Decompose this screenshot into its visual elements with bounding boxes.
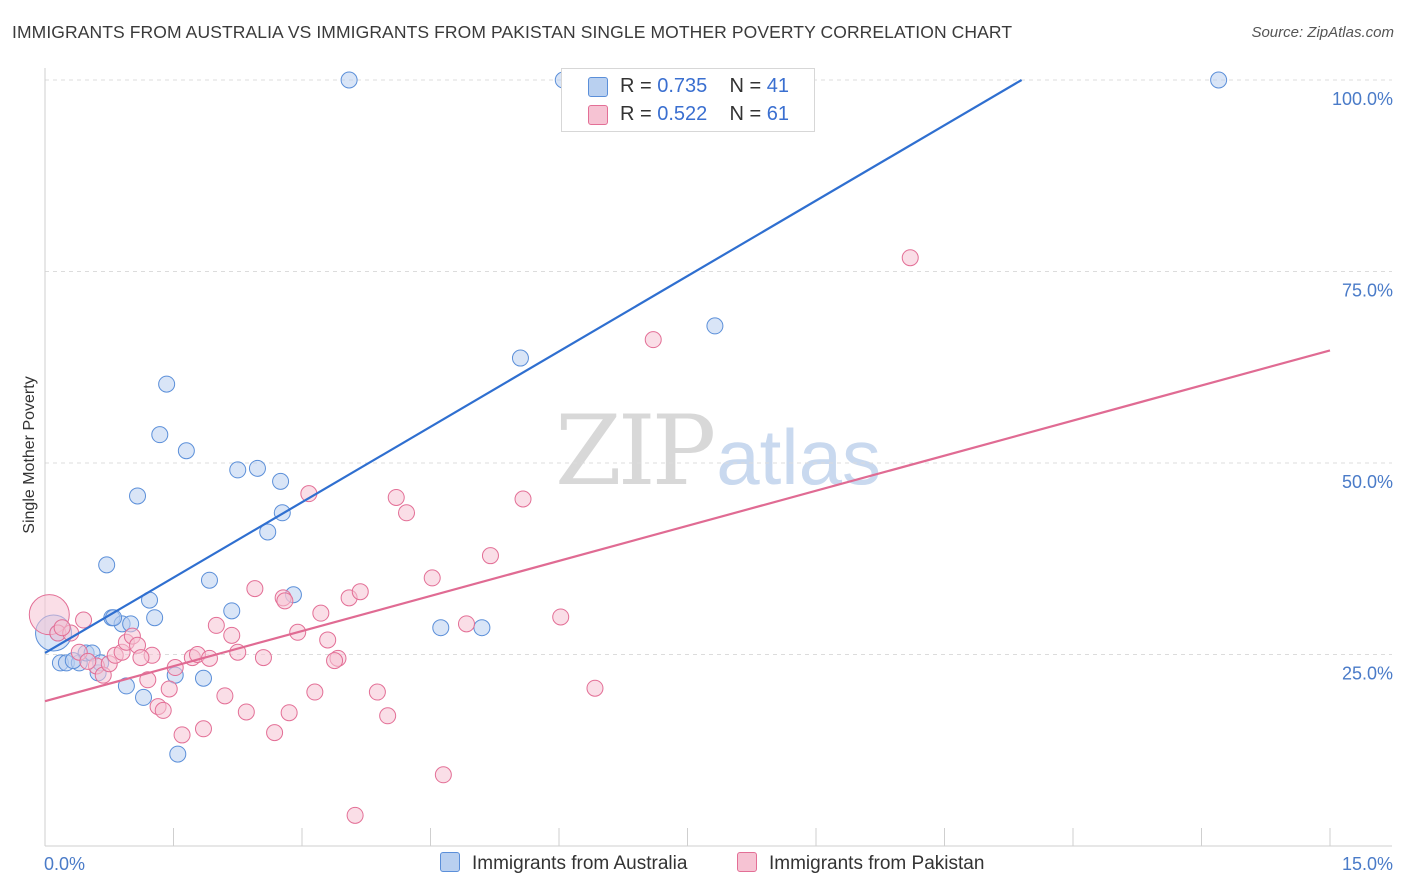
australia-point [98,556,116,574]
y-tick-label: 25.0% [1342,664,1393,684]
pakistan-point [266,724,284,742]
australia-point [169,745,187,763]
australia-point [272,472,290,490]
australia-n-value: 41 [766,75,790,97]
pakistan-point [194,720,212,738]
bottom-pakistan-swatch [737,852,757,872]
pakistan-point [139,671,157,689]
australia-point [259,523,277,541]
pakistan-point [586,679,604,697]
pakistan-point [280,704,298,722]
pakistan-point [901,249,919,267]
pakistan-point [326,652,344,670]
australia-point [432,619,450,637]
pakistan-n-value: 61 [766,103,790,125]
pakistan-point [306,683,324,701]
legend-pakistan-text: R = 0.522 N = 61 [620,103,789,126]
australia-point [1210,71,1228,89]
australia-point [129,487,147,505]
pakistan-point [237,703,255,721]
pakistan-point [346,806,364,824]
source-label: Source: ZipAtlas.com [1251,24,1394,41]
pakistan-point [423,569,441,587]
watermark-zip: ZIP [555,395,716,507]
chart-title: IMMIGRANTS FROM AUSTRALIA VS IMMIGRANTS … [12,22,1013,42]
pakistan-point [216,687,234,705]
australia-point [200,571,218,589]
pakistan-point [312,604,330,622]
australia-point [229,461,247,479]
australia-point [135,688,153,706]
pakistan-point [223,626,241,644]
bottom-australia-swatch [440,852,460,872]
x-tick-label: 0.0% [44,854,85,874]
pakistan-point [387,488,405,506]
pakistan-point [644,331,662,349]
australia-point [223,602,241,620]
pakistan-point [552,608,570,626]
pakistan-r-value: 0.522 [657,103,708,125]
pakistan-point [368,683,386,701]
pakistan-point [154,701,172,719]
pakistan-point [457,615,475,633]
australia-n-label: N = [729,75,767,97]
correlation-legend: R = 0.735 N = 41 R = 0.522 N = 61 [561,68,815,132]
australia-point [158,375,176,393]
australia-r-label: R = [620,75,658,97]
pakistan-point [379,707,397,725]
y-tick-label: 100.0% [1332,89,1393,109]
pakistan-point [160,680,178,698]
pakistan-r-label: R = [620,103,658,125]
australia-point [473,619,491,637]
pakistan-point [351,583,369,601]
australia-point [177,442,195,460]
pakistan-point [398,504,416,522]
pakistan-point [276,592,294,610]
legend-australia-text: R = 0.735 N = 41 [620,75,789,98]
pakistan-n-label: N = [729,103,767,125]
australia-r-value: 0.735 [657,75,708,97]
australia-point [248,459,266,477]
pakistan-point [514,490,532,508]
pakistan-swatch [588,105,608,125]
pakistan-point [173,726,191,744]
pakistan-point [132,649,150,667]
pakistan-trend-line [44,349,1331,703]
australia-point [194,669,212,687]
bottom-pakistan-label: Immigrants from Pakistan [769,853,985,874]
pakistan-point [434,766,452,784]
australia-point [340,71,358,89]
pakistan-point [53,619,71,637]
pakistan-point [481,547,499,565]
pakistan-point [319,631,337,649]
bottom-legend-australia: Immigrants from Australia [440,852,687,875]
bottom-legend-pakistan: Immigrants from Pakistan [737,852,984,875]
pakistan-point [75,611,93,629]
watermark: ZIPatlas [555,395,881,507]
pakistan-point [254,649,272,667]
y-tick-label: 75.0% [1342,281,1393,301]
australia-trend-line [44,79,1023,654]
australia-point [511,349,529,367]
pakistan-point [207,616,225,634]
pakistan-point [246,580,264,598]
australia-point [146,609,164,627]
x-tick-label: 15.0% [1342,854,1393,874]
australia-point [706,317,724,335]
australia-swatch [588,77,608,97]
bottom-australia-label: Immigrants from Australia [472,853,688,874]
y-tick-label: 50.0% [1342,472,1393,492]
pakistan-point [79,652,97,670]
watermark-atlas: atlas [716,413,881,501]
australia-point [151,426,169,444]
